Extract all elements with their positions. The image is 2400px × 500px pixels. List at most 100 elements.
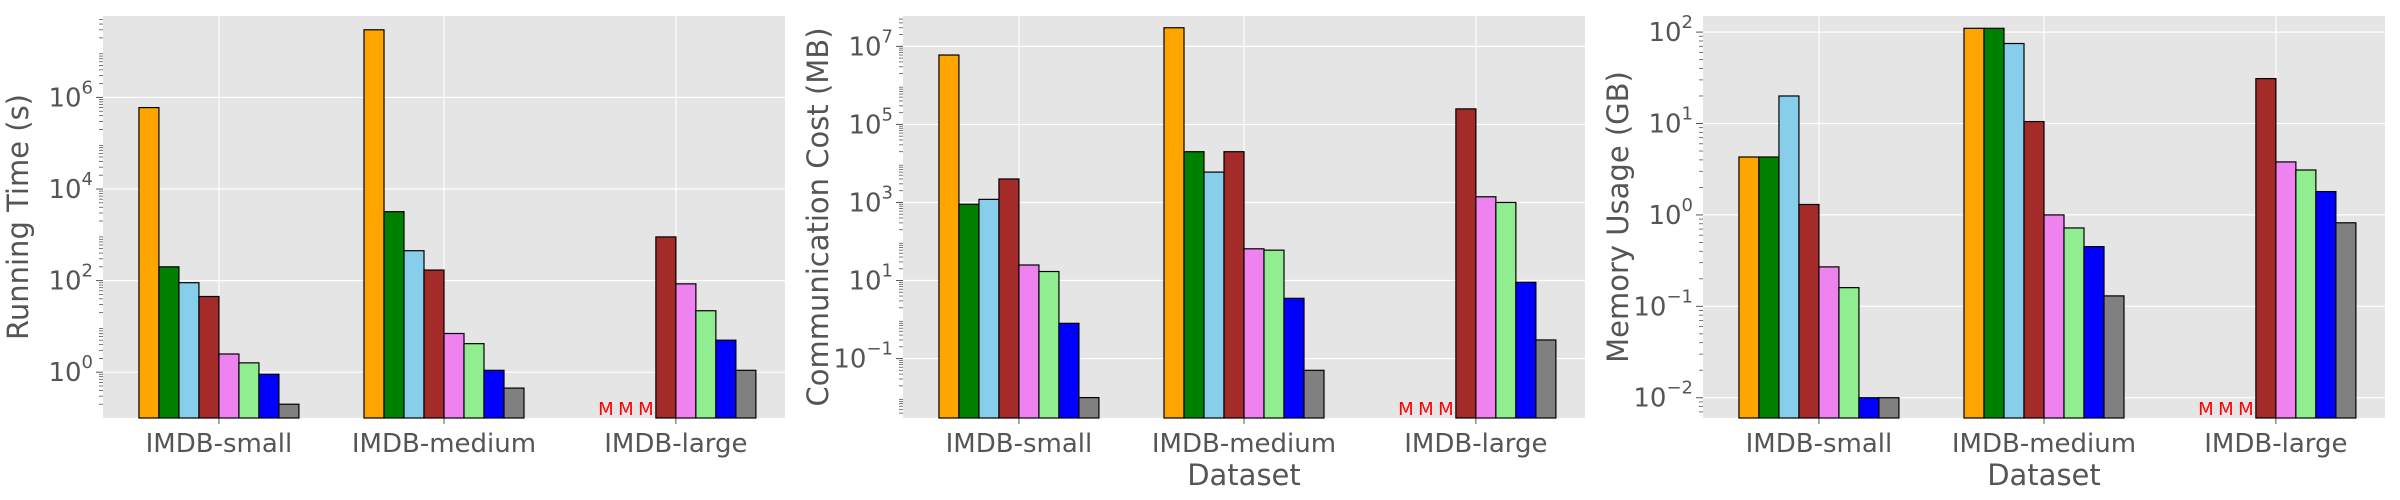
bar-imdb-medium-series-1 — [363, 29, 385, 419]
bar-imdb-small-series-8 — [278, 403, 300, 419]
y-tick-exponent: 2 — [1682, 12, 1693, 33]
y-tick-label: 103 — [848, 182, 893, 218]
y-tick-exponent: 0 — [82, 352, 93, 373]
missing-marker: M — [1398, 399, 1414, 420]
y-tick-label: 106 — [48, 77, 93, 113]
x-axis-label: Dataset — [1987, 458, 2101, 492]
bar-imdb-medium-series-8 — [503, 387, 525, 419]
bar-imdb-small-series-7 — [258, 373, 280, 419]
x-tick-label: IMDB-large — [604, 429, 747, 459]
y-tick-exponent: 6 — [82, 77, 93, 98]
bar-imdb-large-series-8 — [1535, 339, 1557, 419]
missing-marker: M — [618, 399, 634, 420]
minor-grid — [99, 19, 103, 405]
x-tick-label: IMDB-medium — [1952, 429, 2136, 459]
y-tick-exponent: 1 — [1682, 104, 1693, 125]
missing-marker: M — [638, 399, 654, 420]
bar-imdb-medium-series-6 — [1263, 249, 1285, 419]
x-tick-label: IMDB-medium — [1152, 429, 1336, 459]
bar-imdb-small-series-1 — [1738, 156, 1760, 419]
bar-imdb-medium-series-3 — [2003, 42, 2025, 419]
bar-imdb-medium-series-1 — [1963, 27, 1985, 419]
x-tick-label: IMDB-large — [1404, 429, 1547, 459]
y-tick-label: 10−1 — [1633, 286, 1693, 322]
bar-imdb-small-series-7 — [1858, 397, 1880, 419]
y-tick-label: 100 — [1648, 195, 1693, 231]
bar-imdb-medium-series-2 — [383, 211, 405, 419]
bar-imdb-small-series-5 — [1818, 266, 1840, 419]
bar-imdb-medium-series-2 — [1183, 151, 1205, 419]
bar-imdb-large-series-8 — [2335, 222, 2357, 419]
bar-imdb-small-series-2 — [1758, 156, 1780, 419]
minor-grid — [899, 18, 903, 414]
y-tick-label: 10−1 — [833, 339, 893, 375]
y-tick-exponent: 3 — [882, 182, 893, 203]
y-tick-exponent: 4 — [82, 169, 93, 190]
y-axis-label: Communication Cost (MB) — [801, 27, 835, 406]
y-tick-label: 105 — [848, 104, 893, 140]
x-tick-label: IMDB-medium — [352, 429, 536, 459]
bar-imdb-medium-series-6 — [463, 343, 485, 419]
bar-imdb-large-series-6 — [695, 310, 717, 419]
bar-imdb-large-series-8 — [735, 369, 757, 419]
bar-imdb-large-series-7 — [2315, 190, 2337, 419]
y-tick-exponent: 2 — [82, 261, 93, 282]
bar-imdb-medium-series-7 — [2083, 246, 2105, 419]
bar-imdb-small-series-1 — [938, 54, 960, 419]
bar-imdb-large-series-7 — [1515, 281, 1537, 419]
chart-panel-1: 100 102 104 106 IMDB-small IMDB-medium IMDB-la… — [1, 16, 785, 459]
y-tick-exponent: 7 — [882, 26, 893, 47]
y-tick-label: 101 — [848, 261, 893, 297]
x-tick-label: IMDB-small — [1746, 429, 1893, 459]
x-tick-label: IMDB-small — [146, 429, 293, 459]
bar-imdb-small-series-5 — [218, 353, 240, 419]
bar-imdb-small-series-8 — [1878, 397, 1900, 419]
missing-marker: M — [598, 399, 614, 420]
bar-imdb-small-series-6 — [238, 362, 260, 419]
bar-imdb-large-series-6 — [2295, 169, 2317, 419]
y-tick-label: 104 — [48, 169, 93, 205]
bar-imdb-large-series-4 — [655, 236, 677, 419]
bar-imdb-medium-series-5 — [2043, 214, 2065, 419]
bar-imdb-small-series-8 — [1078, 396, 1100, 419]
bar-imdb-small-series-7 — [1058, 322, 1080, 419]
y-tick-label: 10−2 — [1633, 378, 1693, 414]
bar-imdb-large-series-4 — [1455, 108, 1477, 419]
bar-imdb-small-series-2 — [958, 203, 980, 419]
bar-imdb-large-series-4 — [2255, 77, 2277, 419]
bar-imdb-medium-series-3 — [403, 250, 425, 419]
bar-imdb-medium-series-1 — [1163, 27, 1185, 419]
bar-imdb-small-series-4 — [998, 178, 1020, 419]
bar-imdb-small-series-2 — [158, 266, 180, 419]
bar-imdb-medium-series-4 — [423, 269, 445, 419]
y-tick-label: 102 — [1648, 12, 1693, 48]
y-tick-label: 100 — [48, 352, 93, 388]
bar-imdb-medium-series-7 — [1283, 297, 1305, 419]
bar-imdb-medium-series-8 — [2103, 295, 2125, 419]
y-tick-exponent: −2 — [1666, 378, 1693, 399]
bar-imdb-medium-series-2 — [1983, 27, 2005, 419]
bar-imdb-small-series-5 — [1018, 264, 1040, 419]
missing-marker: M — [1438, 399, 1454, 420]
chart-panel-2: 10−1 101 103 105 107 IMDB-small IMDB-medium IMD… — [801, 16, 1585, 492]
x-tick-label: IMDB-small — [946, 429, 1093, 459]
missing-marker: M — [2198, 399, 2214, 420]
bar-imdb-small-series-3 — [178, 282, 200, 419]
bar-imdb-large-series-5 — [675, 283, 697, 419]
missing-marker: M — [2218, 399, 2234, 420]
bar-imdb-medium-series-8 — [1303, 369, 1325, 419]
y-tick-exponent: −1 — [866, 339, 893, 360]
y-tick-exponent: 1 — [882, 261, 893, 282]
y-tick-label: 101 — [1648, 104, 1693, 140]
bar-imdb-medium-series-4 — [2023, 120, 2045, 419]
bar-imdb-medium-series-7 — [483, 369, 505, 419]
y-tick-label: 107 — [848, 26, 893, 62]
y-axis-label: Memory Usage (GB) — [1601, 71, 1635, 363]
bar-imdb-medium-series-5 — [443, 332, 465, 419]
bar-imdb-large-series-5 — [1475, 196, 1497, 419]
bar-imdb-medium-series-4 — [1223, 151, 1245, 419]
y-tick-label: 102 — [48, 261, 93, 297]
bar-imdb-large-series-6 — [1495, 201, 1517, 419]
